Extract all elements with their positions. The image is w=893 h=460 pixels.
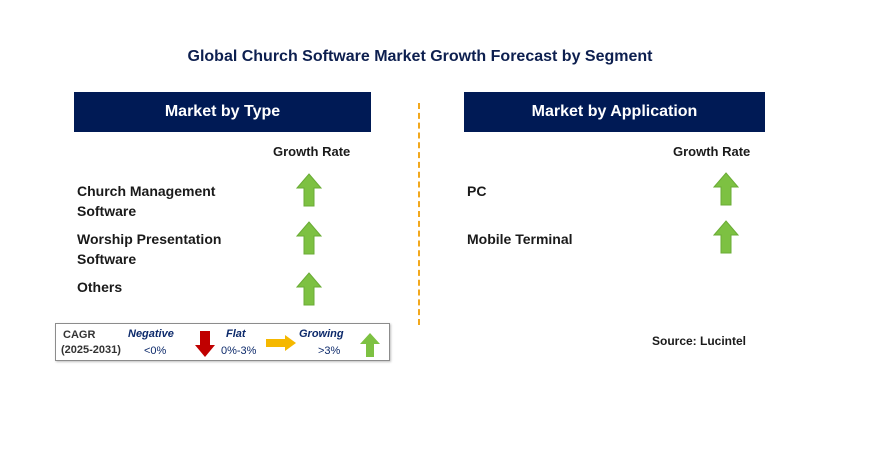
growth-rate-label-application: Growth Rate	[673, 144, 751, 159]
application-row-pc: PC	[467, 181, 486, 201]
type-row-label-line1: Church Management	[77, 183, 216, 199]
growth-up-arrow-icon	[296, 173, 322, 207]
cagr-legend: CAGR (2025-2031) Negative <0% Flat 0%-3%…	[55, 323, 390, 361]
legend-negative-label: Negative	[128, 328, 174, 340]
legend-flat-range: 0%-3%	[221, 345, 257, 357]
source-note: Source: Lucintel	[652, 334, 747, 348]
legend-growing-range: >3%	[318, 345, 341, 357]
legend-years-label: (2025-2031)	[61, 344, 121, 356]
legend-cagr-label: CAGR	[63, 329, 96, 341]
header-market-by-application-label: Market by Application	[531, 103, 698, 120]
type-row-others: Others	[77, 277, 122, 297]
growth-up-arrow-icon	[296, 221, 322, 255]
chart-title: Global Church Software Market Growth For…	[187, 48, 653, 65]
legend-negative-range: <0%	[144, 345, 167, 357]
flat-right-arrow-icon	[266, 335, 296, 351]
growth-up-arrow-icon	[296, 272, 322, 306]
legend-flat-label: Flat	[226, 328, 246, 340]
type-row-label-line2: Software	[77, 251, 137, 267]
header-market-by-type: Market by Type	[74, 92, 371, 132]
application-row-mobile-terminal: Mobile Terminal	[467, 229, 573, 249]
header-market-by-type-label: Market by Type	[164, 103, 281, 120]
legend-growing-label: Growing	[299, 328, 344, 340]
type-row-church-management: Church Management Software	[77, 181, 215, 221]
type-row-label-line2: Software	[77, 203, 137, 219]
growth-up-arrow-icon	[713, 172, 739, 206]
type-row-label-line1: Others	[77, 279, 123, 295]
application-row-label: Mobile Terminal	[467, 231, 573, 247]
type-row-worship-presentation: Worship Presentation Software	[77, 229, 221, 269]
negative-down-arrow-icon	[195, 331, 215, 357]
type-row-label-line1: Worship Presentation	[77, 231, 222, 247]
growing-up-arrow-icon	[360, 333, 380, 357]
header-market-by-application: Market by Application	[464, 92, 765, 132]
growth-rate-label-type: Growth Rate	[273, 144, 351, 159]
application-row-label: PC	[467, 183, 487, 199]
panel-divider	[418, 103, 420, 325]
growth-up-arrow-icon	[713, 220, 739, 254]
